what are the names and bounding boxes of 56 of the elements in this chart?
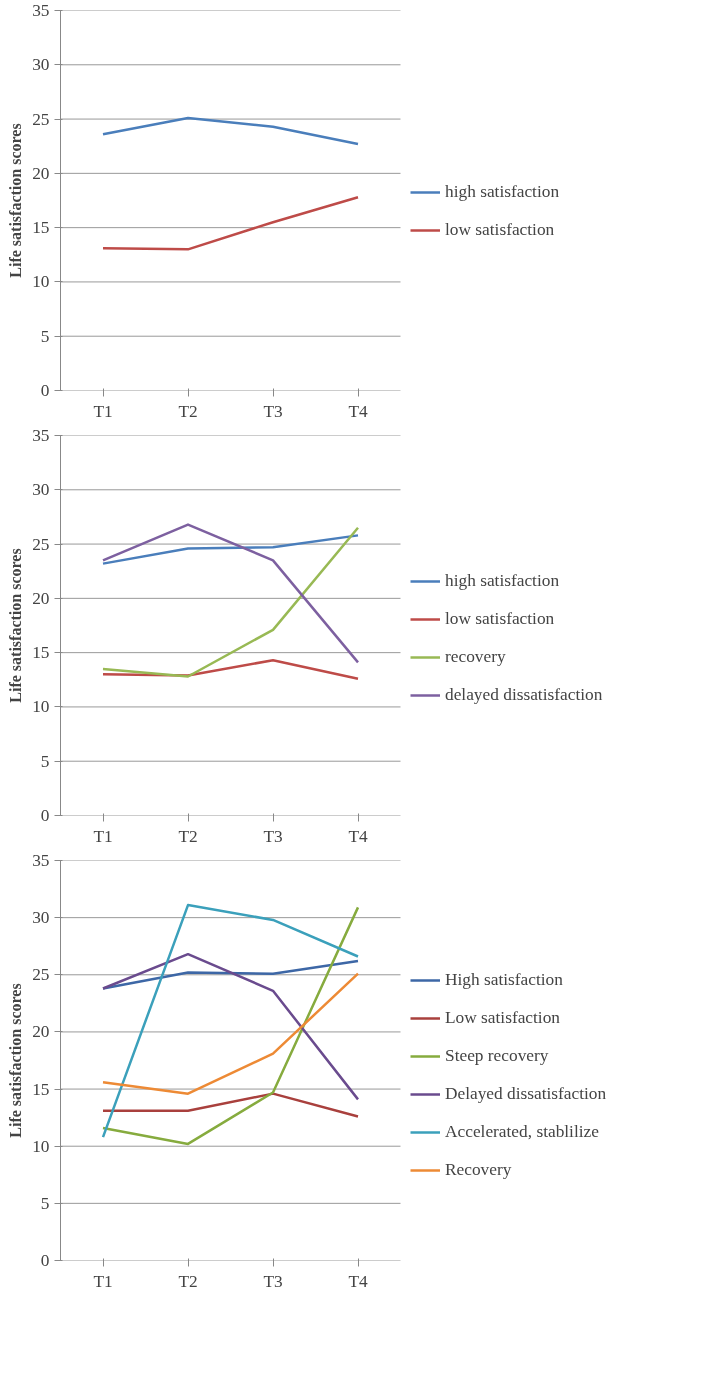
x-tick-label: T3: [263, 401, 283, 421]
x-tick-label: T2: [178, 1271, 198, 1291]
y-tick-label: 5: [40, 1193, 50, 1213]
y-tick-label: 0: [40, 806, 50, 825]
y-tick-label: 35: [32, 851, 50, 870]
y-tick-label: 35: [32, 1, 50, 20]
legend-label: Steep recovery: [445, 1046, 549, 1066]
legend-label: Recovery: [445, 1160, 512, 1180]
x-tick-label: T4: [348, 826, 368, 846]
y-tick-label: 15: [32, 218, 50, 238]
line-series: [101, 972, 360, 1095]
line-series: [101, 534, 360, 565]
legend-label: Accelerated, stablilize: [445, 1122, 599, 1142]
y-tick-label: 25: [32, 109, 50, 129]
y-axis-title: Life satisfaction scores: [7, 548, 25, 703]
x-tick-label: T1: [93, 401, 113, 421]
y-tick-label: 15: [32, 1079, 50, 1099]
y-tick-label: 5: [40, 751, 50, 771]
y-tick-label: 15: [32, 643, 50, 663]
y-tick-label: 35: [32, 426, 50, 445]
x-tick-label: T4: [348, 1271, 368, 1291]
legend-label: high satisfaction: [445, 182, 560, 202]
legend-label: high satisfaction: [445, 571, 560, 591]
line-series: [101, 195, 360, 251]
y-tick-label: 5: [40, 326, 50, 346]
legend-label: recovery: [445, 647, 506, 667]
y-tick-label: 10: [32, 272, 50, 292]
y-axis-title: Life satisfaction scores: [7, 123, 25, 278]
x-tick-label: T2: [178, 401, 198, 421]
legend-label: low satisfaction: [445, 609, 555, 629]
y-tick-label: 25: [32, 965, 50, 985]
y-tick-label: 25: [32, 534, 50, 554]
y-tick-label: 30: [32, 480, 50, 500]
x-tick-label: T2: [178, 826, 198, 846]
y-tick-label: 30: [32, 55, 50, 75]
legend-label: low satisfaction: [445, 220, 555, 240]
x-tick-label: T1: [93, 1271, 113, 1291]
y-axis-title: Life satisfaction scores: [7, 983, 25, 1138]
y-tick-label: 30: [32, 908, 50, 928]
y-tick-label: 20: [32, 163, 50, 183]
y-tick-label: 20: [32, 1022, 50, 1042]
line-series: [101, 952, 360, 1101]
y-tick-label: 0: [40, 381, 50, 400]
y-tick-label: 20: [32, 588, 50, 608]
x-tick-label: T3: [263, 1271, 283, 1291]
x-tick-label: T4: [348, 401, 368, 421]
legend-label: Low satisfaction: [445, 1008, 561, 1028]
legend-label: High satisfaction: [445, 970, 563, 990]
legend-label: Delayed dissatisfaction: [445, 1084, 607, 1104]
y-tick-label: 0: [40, 1251, 50, 1270]
y-tick-label: 10: [32, 1136, 50, 1156]
x-tick-label: T1: [93, 826, 113, 846]
y-tick-label: 10: [32, 697, 50, 717]
x-tick-label: T3: [263, 826, 283, 846]
legend-label: delayed dissatisfaction: [445, 685, 603, 705]
line-series: [101, 116, 360, 146]
